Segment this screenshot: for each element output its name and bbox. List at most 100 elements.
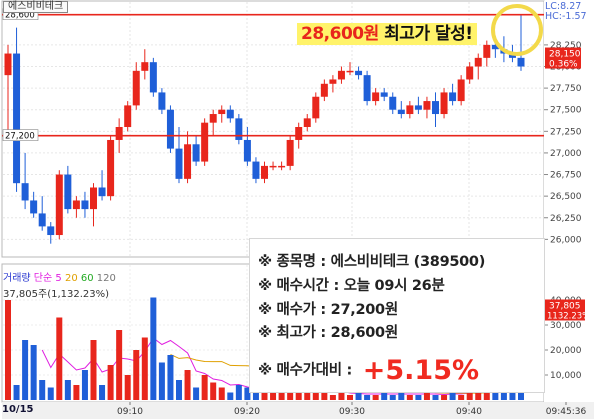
volume-bar [193, 387, 200, 400]
candle-body [517, 57, 525, 67]
volume-bar [432, 395, 439, 400]
volume-bar [355, 392, 362, 400]
volume-bar [176, 380, 182, 400]
time-tick-label: 09:30 [339, 407, 365, 417]
candle-body [201, 122, 209, 162]
candle-body [55, 174, 63, 236]
price-level-label: 28,600 [5, 11, 35, 21]
price-level-label: 27,200 [5, 132, 35, 142]
volume-bar [99, 385, 106, 400]
candle-body [4, 53, 12, 76]
high-value: 28,600원 [330, 325, 399, 341]
name-value: 에스비비테크 (389500) [330, 254, 486, 270]
legend-ma120: 120 [96, 273, 116, 284]
candle-body [380, 92, 388, 97]
volume-bar [39, 380, 46, 400]
price-axis: 28,25028,00027,75027,50027,25027,00026,7… [544, 41, 582, 245]
candle-body [30, 200, 38, 214]
volume-bar [201, 375, 208, 400]
banner-price: 28,600원 [301, 24, 379, 44]
volume-tick-label: 10,000 [550, 371, 582, 381]
buy-label: ※ 매수가 : [258, 302, 331, 318]
candle-body [64, 174, 72, 210]
volume-tick-label: 20,000 [550, 346, 582, 356]
volume-bar [295, 390, 302, 400]
volume-legend: 거래량 단순 5 20 60 120 37,805주(1,132.23%) [3, 269, 116, 300]
volume-bar [22, 340, 29, 400]
candle-body [149, 62, 157, 93]
volume-bar [252, 390, 259, 400]
candle-body [474, 57, 482, 67]
candle-body [295, 127, 303, 140]
candle-body [278, 165, 286, 168]
volume-bar [56, 317, 63, 400]
candles [4, 14, 525, 244]
volume-bar [389, 395, 396, 400]
candle-body [47, 226, 55, 236]
price-tick-label: 27,750 [550, 84, 582, 94]
lc-value: LC:8.27 [545, 1, 582, 12]
volume-bar [381, 392, 388, 400]
hc-value: HC:-1.57 [545, 11, 587, 22]
candle-body [320, 83, 328, 97]
candle-body [483, 44, 491, 58]
time-tick-label: 09:20 [234, 407, 260, 417]
volume-bar [107, 365, 114, 400]
legend-simple: 단순 [33, 273, 53, 284]
candle-body [389, 96, 397, 110]
candle-body [90, 187, 97, 210]
candle-body [363, 75, 371, 102]
candle-body [432, 101, 439, 115]
volume-bar [287, 392, 294, 400]
candle-body [508, 53, 516, 58]
volume-bar [329, 395, 336, 400]
volume-bar [398, 392, 405, 400]
volume-bar [278, 392, 285, 400]
banner-text: 최고가 달성! [378, 24, 473, 44]
volume-bar [116, 330, 123, 400]
current-volume-label: 37,805 [549, 301, 581, 311]
volume-bar [81, 370, 88, 400]
volume-bar [218, 387, 225, 400]
candle-body [124, 105, 132, 127]
info-row-ratio: ※ 매수가대비 : +5.15% [258, 355, 479, 386]
time-value: 오늘 09시 26분 [343, 278, 445, 294]
ratio-label: ※ 매수가대비 : [258, 362, 357, 379]
time-tick-label: 09:40 [456, 407, 482, 417]
info-row-high: ※ 최고가 : 28,600원 [258, 321, 398, 342]
candle-body [132, 70, 140, 106]
candle-body [440, 92, 448, 115]
volume-bar [509, 392, 516, 400]
volume-value-line: 37,805주(1,132.23%) [3, 289, 110, 300]
candle-body [449, 92, 457, 102]
volume-bar [500, 390, 507, 400]
volume-bar [73, 385, 80, 400]
volume-bar [210, 382, 217, 400]
price-levels: 28,600 27,200 [2, 8, 544, 142]
candle-body [337, 70, 345, 80]
time-label: ※ 매수시간 : [258, 278, 344, 294]
volume-bar [64, 380, 71, 400]
price-tick-label: 27,250 [550, 127, 582, 137]
volume-bar [90, 340, 97, 400]
candle-body [21, 183, 29, 201]
candle-body [261, 165, 268, 179]
candle-body [312, 96, 320, 119]
high-label: ※ 최고가 : [258, 325, 331, 341]
current-price-label: 28,150 [549, 50, 581, 60]
candle-body [414, 105, 422, 110]
ratio-value: +5.15% [362, 355, 480, 386]
volume-bar [47, 387, 54, 400]
volume-bar [30, 345, 37, 400]
candle-body [98, 187, 106, 197]
candle-body [184, 144, 192, 179]
highlight-circle [491, 4, 543, 56]
legend-ma20: 20 [64, 273, 78, 284]
candle-body [166, 109, 174, 149]
candle-body [141, 62, 149, 71]
volume-bar [347, 395, 353, 400]
candle-body [252, 161, 260, 179]
candle-body [235, 118, 243, 140]
stock-name-label: 에스비비테크 [3, 1, 69, 13]
volume-bar [423, 392, 430, 400]
